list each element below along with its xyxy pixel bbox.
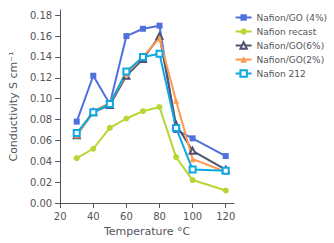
svg-text:120: 120 <box>216 211 235 222</box>
svg-text:0.16: 0.16 <box>30 31 52 42</box>
svg-text:60: 60 <box>120 211 133 222</box>
svg-text:0.06: 0.06 <box>30 135 52 146</box>
svg-text:Nafion recast: Nafion recast <box>257 27 317 37</box>
svg-text:0.10: 0.10 <box>30 93 52 104</box>
svg-text:80: 80 <box>153 211 166 222</box>
svg-text:40: 40 <box>87 211 100 222</box>
svg-text:0.08: 0.08 <box>30 114 52 125</box>
svg-text:Nafion/GO(2%): Nafion/GO(2%) <box>257 55 325 65</box>
svg-text:0.18: 0.18 <box>30 10 52 21</box>
svg-text:Nafion/GO (4%): Nafion/GO (4%) <box>257 13 327 23</box>
svg-text:Conductivity S cm⁻¹: Conductivity S cm⁻¹ <box>7 51 20 161</box>
svg-text:100: 100 <box>183 211 202 222</box>
svg-text:0.04: 0.04 <box>30 156 52 167</box>
svg-text:20: 20 <box>54 211 67 222</box>
svg-text:0.00: 0.00 <box>30 198 52 209</box>
svg-text:0.02: 0.02 <box>30 177 52 188</box>
svg-text:Nafion/GO(6%): Nafion/GO(6%) <box>257 41 325 51</box>
svg-text:0.14: 0.14 <box>30 51 52 62</box>
svg-text:Temperature °C: Temperature °C <box>103 225 191 238</box>
svg-text:Nafion 212: Nafion 212 <box>257 69 306 79</box>
svg-text:0.12: 0.12 <box>30 72 52 83</box>
